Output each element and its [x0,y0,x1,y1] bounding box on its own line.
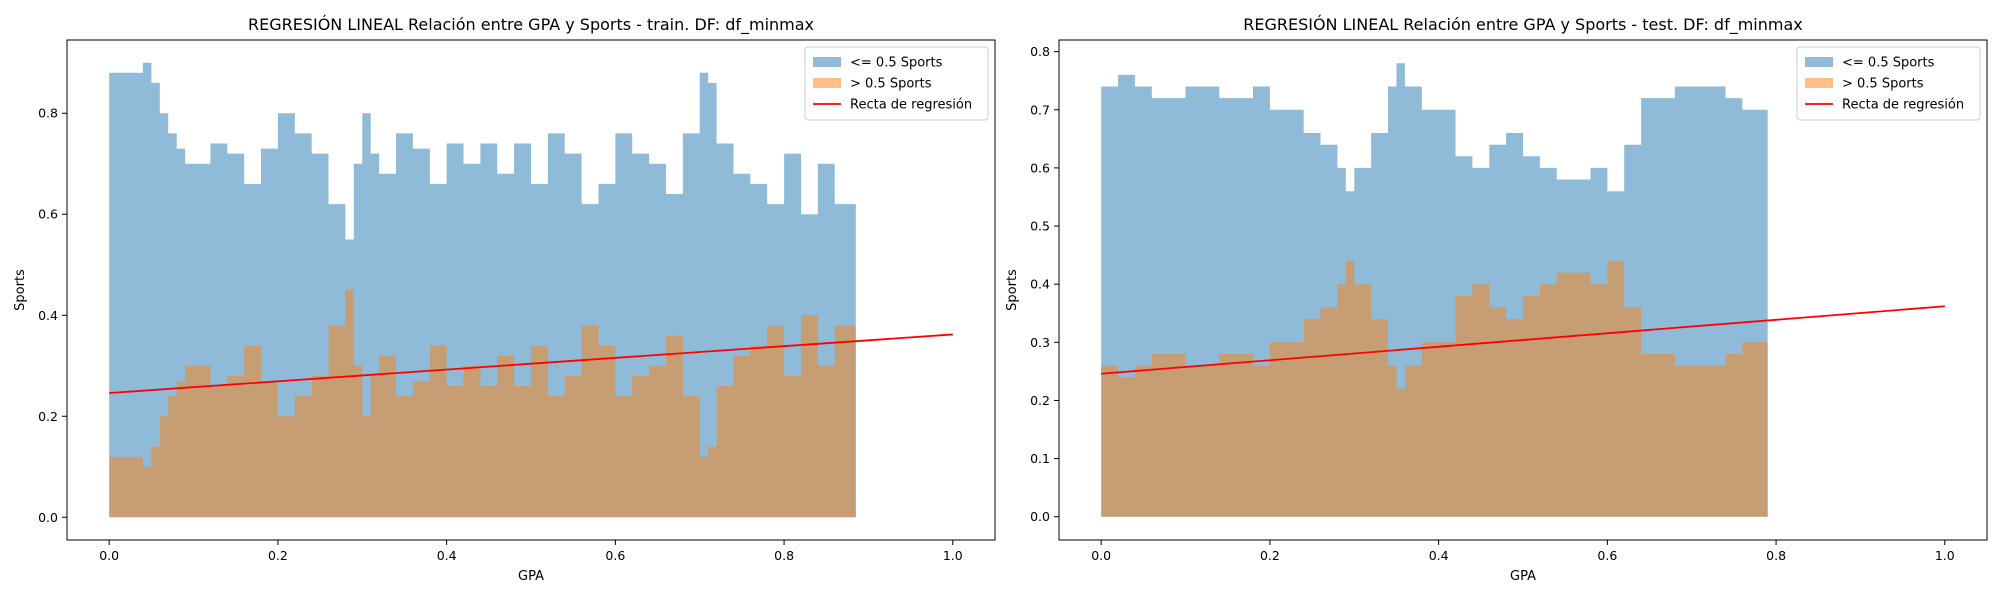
chart-train: 0.0 0.2 0.4 0.6 0.8 1.0 0.0 0.2 0.4 0.6 0.8 GPA Spor… [13,15,996,584]
y-tick-label: 0.6 [38,207,58,222]
y-tick-label: 0.8 [38,106,58,121]
chart-test: 0.0 0.2 0.4 0.6 0.8 1.0 0.0 0.1 0.2 0.3 0.4 0.5 0.6 0… [1005,15,1988,584]
y-tick-label: 0.8 [1030,44,1050,59]
y-axis-label: Sports [13,269,28,311]
axes-frame [1058,39,1988,541]
axes-frame [66,39,996,541]
y-tick-label: 0.5 [1030,219,1050,234]
x-axis-label: GPA [1510,569,1536,584]
legend-box [804,46,989,121]
y-axis-label: Sports [1005,269,1020,311]
legend-swatch-below [813,57,841,67]
legend: <= 0.5 Sports > 0.5 Sports Recta de regres… [1796,46,1981,121]
y-tick-label: 0.4 [1030,277,1050,292]
x-tick-label: 0.6 [605,548,625,563]
x-tick-label: 0.2 [268,548,288,563]
y-tick-label: 0.0 [1030,509,1050,524]
legend-label: <= 0.5 Sports [850,56,943,71]
legend-label: > 0.5 Sports [850,77,932,92]
legend-label: Recta de regresión [850,98,972,113]
x-tick-label: 0.8 [1766,548,1786,563]
x-tick-label: 0.2 [1260,548,1280,563]
legend-label: <= 0.5 Sports [1842,56,1935,71]
y-tick-label: 0.2 [1030,393,1050,408]
x-tick-label: 0.4 [437,548,457,563]
x-tick-label: 0.8 [774,548,794,563]
x-axis-label: GPA [518,569,544,584]
regression-line [1101,305,1945,375]
series-area-above [109,290,856,518]
series-area-above [1101,260,1768,517]
regression-line [109,333,953,394]
y-tick-label: 0.0 [38,510,58,525]
x-tick-label: 1.0 [1935,548,1955,563]
legend: <= 0.5 Sports > 0.5 Sports Recta de regres… [804,46,989,121]
x-tick-label: 1.0 [943,548,963,563]
legend-swatch-above [813,78,841,88]
x-tick-label: 0.6 [1597,548,1617,563]
y-tick-label: 0.3 [1030,335,1050,350]
x-tick-label: 0.0 [99,548,119,563]
y-tick-label: 0.1 [1030,451,1050,466]
legend-box [1796,46,1981,121]
y-tick-label: 0.6 [1030,160,1050,175]
x-tick-label: 0.4 [1429,548,1449,563]
y-tick-label: 0.2 [38,409,58,424]
legend-label: > 0.5 Sports [1842,77,1924,92]
legend-swatch-above [1805,78,1833,88]
legend-label: Recta de regresión [1842,98,1964,113]
chart-title: REGRESIÓN LINEAL Relación entre GPA y Sp… [248,15,814,35]
chart-title: REGRESIÓN LINEAL Relación entre GPA y Sp… [1243,15,1803,35]
y-tick-label: 0.4 [38,308,58,323]
legend-swatch-below [1805,57,1833,67]
x-tick-label: 0.0 [1091,548,1111,563]
y-tick-label: 0.7 [1030,102,1050,117]
